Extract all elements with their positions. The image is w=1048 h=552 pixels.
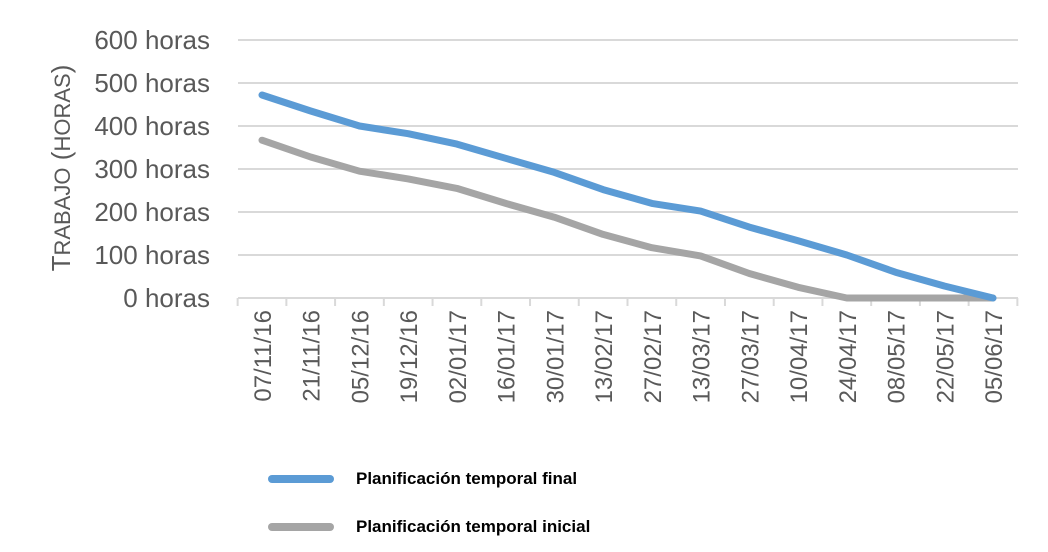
x-tick-label: 05/12/16 [347,310,374,403]
legend-swatch-final [268,475,334,483]
x-tick-label: 21/11/16 [299,310,326,402]
legend-swatch-initial [268,523,334,531]
x-tick-label: 10/04/17 [786,310,813,403]
x-tick-label: 22/05/17 [932,310,959,403]
series-line-initial [258,136,997,302]
legend-label-final: Planificación temporal final [356,469,578,488]
y-tick-label: 600 horas [94,25,210,55]
x-tick-label: 27/03/17 [737,310,764,403]
y-tick-label: 500 horas [94,68,210,98]
legend-item-initial: Planificación temporal inicial [268,503,590,551]
y-tick-label: 300 horas [94,154,210,184]
x-tick-label: 02/01/17 [445,310,472,403]
y-axis-label: TRABAJO (HORAS) [46,65,76,272]
y-tick-label: 0 horas [123,283,210,313]
x-tick-label: 19/12/16 [396,310,423,403]
y-tick-label: 100 horas [94,240,210,270]
legend-label-initial: Planificación temporal inicial [356,517,591,536]
x-tick-label: 08/05/17 [884,310,911,403]
series-line-final [258,91,997,302]
x-tick-label: 07/11/16 [250,310,277,402]
x-tick-label: 05/06/17 [981,310,1008,403]
series-lines [258,91,997,302]
y-tick-labels: 0 horas 100 horas 200 horas 300 horas 400 ho… [94,25,210,313]
x-tick-label: 16/01/17 [494,310,521,403]
x-tick-label: 13/03/17 [689,310,716,403]
x-tick-label: 24/04/17 [835,310,862,403]
x-tick-label: 27/02/17 [640,310,667,403]
legend: Planificación temporal final Planificaci… [268,455,590,551]
x-tick-label: 30/01/17 [542,310,569,403]
y-tick-label: 400 horas [94,111,210,141]
y-tick-label: 200 horas [94,197,210,227]
x-tick-labels: 07/11/16 21/11/16 05/12/16 19/12/16 02/01/17… [236,298,1019,403]
legend-item-final: Planificación temporal final [268,455,590,503]
x-tick-label: 13/02/17 [591,310,618,403]
